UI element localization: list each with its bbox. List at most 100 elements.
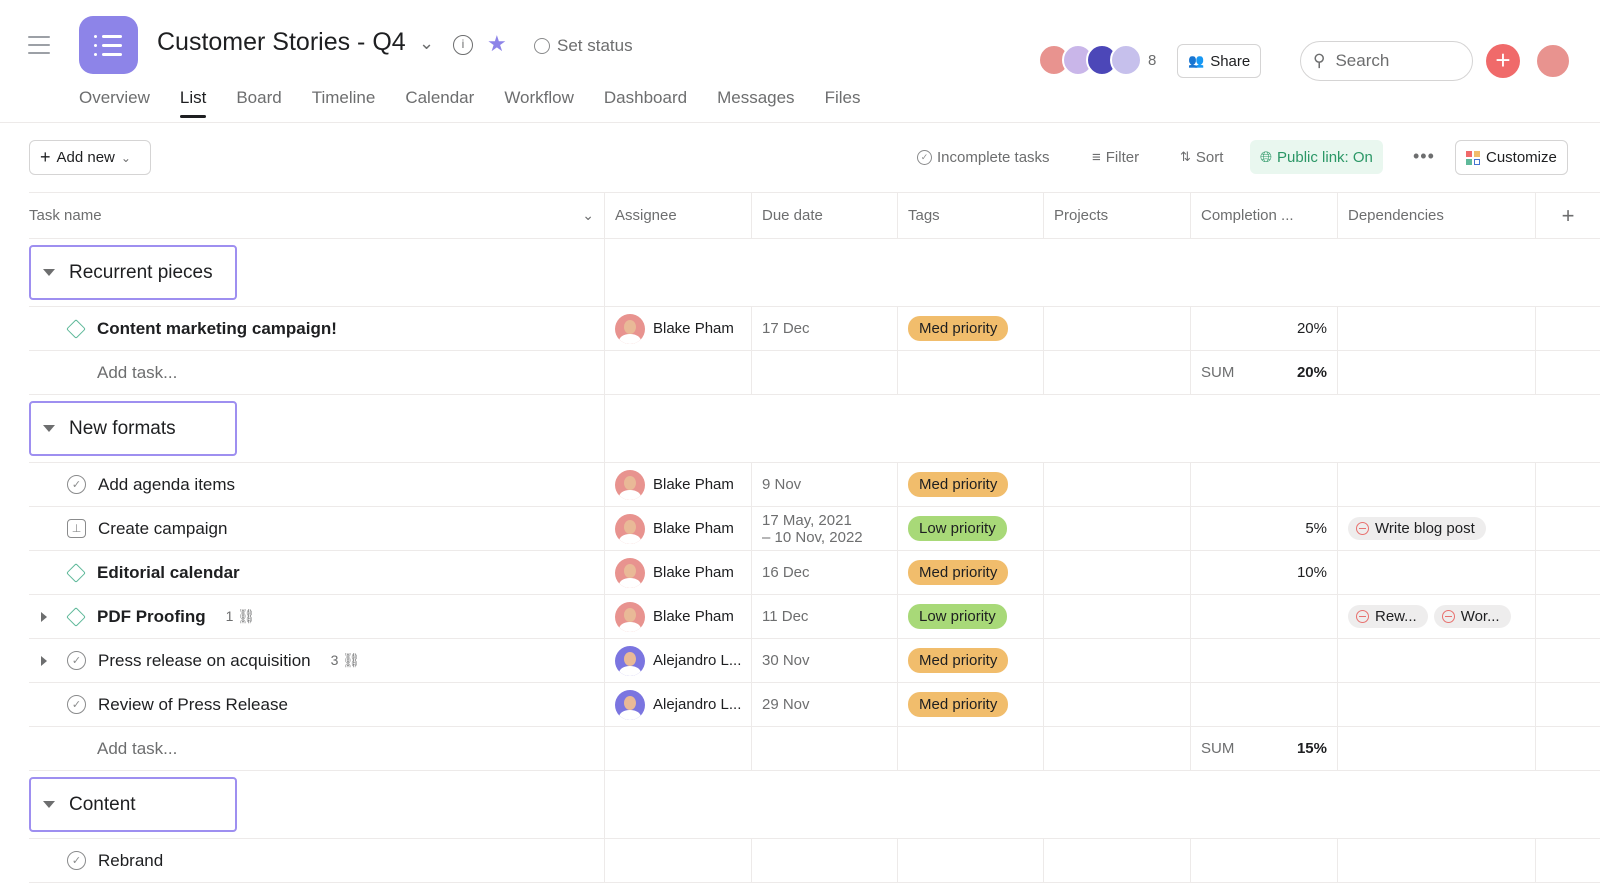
- completion-cell[interactable]: 10%: [1191, 551, 1338, 594]
- column-header-tags[interactable]: Tags: [898, 193, 1044, 238]
- tags-cell[interactable]: Med priority: [898, 463, 1044, 506]
- filter-button[interactable]: ≡ Filter: [1092, 148, 1140, 166]
- milestone-icon[interactable]: [66, 318, 86, 339]
- column-header-assignee[interactable]: Assignee: [605, 193, 752, 238]
- dependencies-cell[interactable]: Write blog post: [1338, 507, 1536, 550]
- milestone-icon[interactable]: [66, 562, 86, 583]
- tab-timeline[interactable]: Timeline: [311, 88, 376, 107]
- dependencies-cell[interactable]: [1338, 463, 1536, 506]
- projects-cell[interactable]: [1044, 307, 1191, 350]
- projects-cell[interactable]: [1044, 839, 1191, 882]
- subtask-count[interactable]: 3 ⛓︎: [331, 652, 361, 669]
- task-name[interactable]: Editorial calendar: [97, 562, 240, 582]
- task-name[interactable]: Review of Press Release: [98, 694, 288, 714]
- assignee-cell[interactable]: Alejandro L...: [605, 683, 752, 726]
- due-date-cell[interactable]: 17 May, 2021– 10 Nov, 2022: [752, 507, 898, 550]
- add-column-icon[interactable]: +: [1561, 202, 1575, 228]
- tags-cell[interactable]: Med priority: [898, 551, 1044, 594]
- dependency-chip[interactable]: Wor...: [1433, 605, 1511, 628]
- more-options-icon[interactable]: •••: [1413, 146, 1435, 166]
- task-row[interactable]: Content marketing campaign! Blake Pham 17 …: [29, 307, 1600, 351]
- task-row[interactable]: ✓ Add agenda items Blake Pham 9 Nov Med prio…: [29, 463, 1600, 507]
- section-2[interactable]: Content: [29, 777, 237, 832]
- tab-messages[interactable]: Messages: [717, 88, 795, 107]
- task-name[interactable]: Create campaign: [98, 518, 228, 538]
- tags-cell[interactable]: Low priority: [898, 507, 1044, 550]
- due-date-cell[interactable]: 9 Nov: [752, 463, 898, 506]
- dependencies-cell[interactable]: [1338, 307, 1536, 350]
- tags-cell[interactable]: Low priority: [898, 595, 1044, 638]
- completion-cell[interactable]: [1191, 639, 1338, 682]
- column-header-due-date[interactable]: Due date: [752, 193, 898, 238]
- completion-cell[interactable]: [1191, 683, 1338, 726]
- task-row[interactable]: Editorial calendar Blake Pham 16 Dec Med pr…: [29, 551, 1600, 595]
- add-task-button[interactable]: Add task...: [97, 738, 178, 758]
- task-name[interactable]: Add agenda items: [98, 474, 236, 494]
- tab-workflow[interactable]: Workflow: [504, 88, 574, 107]
- dependencies-cell[interactable]: [1338, 683, 1536, 726]
- task-name-cell[interactable]: Content marketing campaign!: [29, 307, 605, 350]
- add-task-button[interactable]: Add task...: [97, 362, 178, 382]
- expand-subtasks-icon[interactable]: [41, 655, 47, 666]
- dependency-chip[interactable]: Write blog post: [1348, 517, 1486, 540]
- priority-tag[interactable]: Low priority: [908, 604, 1007, 629]
- task-name-cell[interactable]: Editorial calendar: [29, 551, 605, 594]
- task-name-cell[interactable]: ✓ Rebrand: [29, 839, 605, 882]
- projects-cell[interactable]: [1044, 595, 1191, 638]
- add-new-button[interactable]: + Add new ⌄: [29, 140, 151, 175]
- public-link-button[interactable]: 🌐︎ Public link: On: [1250, 140, 1383, 174]
- completion-cell[interactable]: 5%: [1191, 507, 1338, 550]
- projects-cell[interactable]: [1044, 551, 1191, 594]
- projects-cell[interactable]: [1044, 463, 1191, 506]
- tab-board[interactable]: Board: [236, 88, 282, 107]
- task-row[interactable]: ✓ Press release on acquisition 3 ⛓︎ Alejandr…: [29, 639, 1600, 683]
- expand-subtasks-icon[interactable]: [41, 611, 47, 622]
- add-task-cell[interactable]: Add task...: [29, 727, 605, 770]
- milestone-icon[interactable]: [66, 606, 86, 627]
- priority-tag[interactable]: Med priority: [908, 316, 1009, 341]
- completion-cell[interactable]: [1191, 839, 1338, 882]
- chevron-down-icon[interactable]: ⌄: [419, 33, 435, 53]
- add-task-cell[interactable]: Add task...: [29, 351, 605, 394]
- due-date-cell[interactable]: 29 Nov: [752, 683, 898, 726]
- dependencies-cell[interactable]: [1338, 551, 1536, 594]
- members-avatars[interactable]: 8: [1038, 44, 1156, 76]
- share-button[interactable]: 👥 Share: [1177, 44, 1262, 78]
- check-circle-icon[interactable]: ✓: [67, 695, 86, 714]
- dependencies-cell[interactable]: Rew... Wor...: [1338, 595, 1536, 638]
- incomplete-tasks-button[interactable]: ✓ Incomplete tasks: [909, 140, 1058, 174]
- collapse-triangle-icon[interactable]: [43, 425, 55, 432]
- due-date-cell[interactable]: 11 Dec: [752, 595, 898, 638]
- task-name-cell[interactable]: ⊥ Create campaign: [29, 507, 605, 550]
- dependency-chip[interactable]: Rew...: [1348, 605, 1428, 628]
- sort-button[interactable]: ⇅ Sort: [1180, 148, 1224, 166]
- due-date-cell[interactable]: [752, 839, 898, 882]
- section-0[interactable]: Recurrent pieces: [29, 245, 237, 300]
- collapse-triangle-icon[interactable]: [43, 269, 55, 276]
- tags-cell[interactable]: Med priority: [898, 307, 1044, 350]
- check-circle-icon[interactable]: ✓: [67, 475, 86, 494]
- assignee-cell[interactable]: Blake Pham: [605, 507, 752, 550]
- completion-cell[interactable]: 20%: [1191, 307, 1338, 350]
- assignee-cell[interactable]: Blake Pham: [605, 463, 752, 506]
- priority-tag[interactable]: Low priority: [908, 516, 1007, 541]
- task-name[interactable]: Content marketing campaign!: [97, 318, 337, 338]
- task-name-cell[interactable]: PDF Proofing 1 ⛓︎: [29, 595, 605, 638]
- projects-cell[interactable]: [1044, 683, 1191, 726]
- set-status-button[interactable]: Set status: [534, 36, 633, 56]
- tags-cell[interactable]: [898, 839, 1044, 882]
- due-date-cell[interactable]: 17 Dec: [752, 307, 898, 350]
- task-row[interactable]: ✓ Review of Press Release Alejandro L... 29…: [29, 683, 1600, 727]
- star-icon[interactable]: ★: [487, 31, 507, 56]
- column-header-projects[interactable]: Projects: [1044, 193, 1191, 238]
- section-1[interactable]: New formats: [29, 401, 237, 456]
- tags-cell[interactable]: Med priority: [898, 639, 1044, 682]
- approval-icon[interactable]: ⊥: [67, 519, 86, 538]
- column-header-completion[interactable]: Completion ...: [1191, 193, 1338, 238]
- menu-icon[interactable]: [28, 36, 50, 54]
- info-icon[interactable]: i: [453, 35, 473, 55]
- tab-calendar[interactable]: Calendar: [405, 88, 475, 107]
- due-date-cell[interactable]: 16 Dec: [752, 551, 898, 594]
- tab-dashboard[interactable]: Dashboard: [603, 88, 688, 107]
- add-button[interactable]: +: [1486, 44, 1520, 78]
